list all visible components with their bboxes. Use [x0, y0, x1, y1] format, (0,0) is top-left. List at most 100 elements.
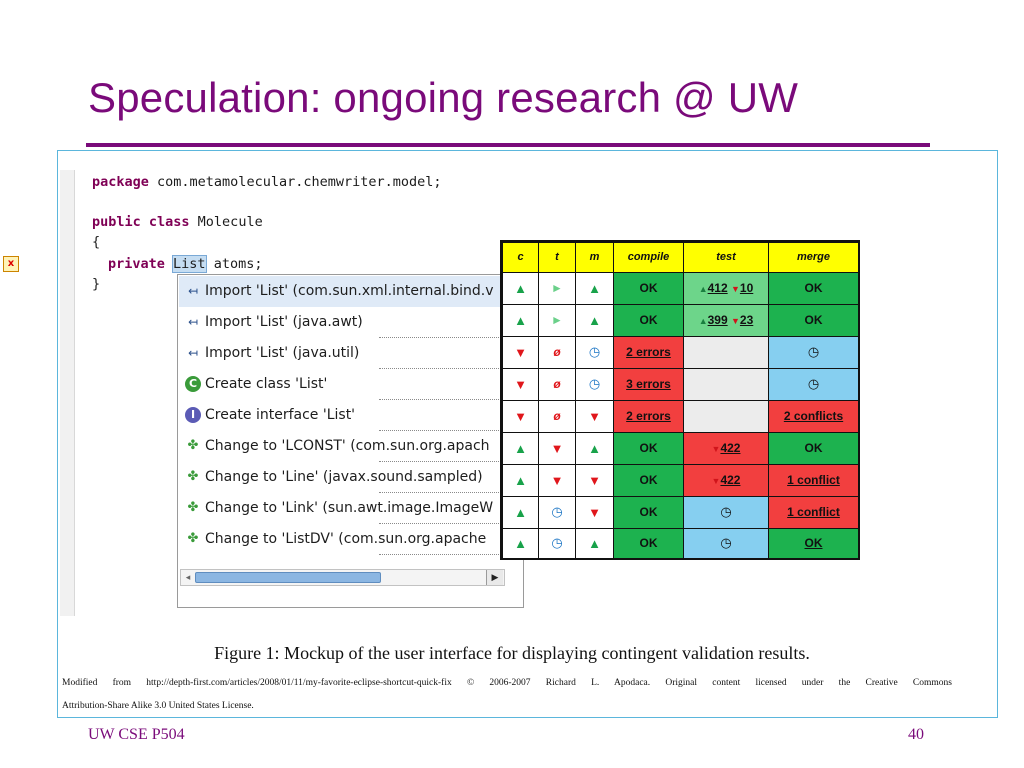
quick-fix-item[interactable]: I Create interface 'List' [179, 400, 501, 431]
item-divider [379, 554, 501, 555]
quick-fix-item[interactable]: ↤ Import 'List' (com.sun.xml.internal.bin… [179, 276, 501, 307]
merge-status-cell: OK [769, 433, 858, 464]
horizontal-scrollbar[interactable]: ◂ ▶ [180, 569, 505, 586]
merge-status-cell[interactable]: OK [769, 529, 858, 558]
compile-status-cell: OK [614, 529, 683, 558]
validation-status-table: c t m compile test merge ▲ ► ▲ OK ▲412 ▼… [500, 240, 860, 560]
test-status-cell[interactable]: ▲412 ▼10 [684, 273, 768, 304]
scroll-left-icon[interactable]: ◂ [185, 572, 191, 582]
item-divider [379, 492, 501, 493]
figure-credit-line-2: Attribution-Share Alike 3.0 United State… [62, 701, 254, 711]
tests-failed-icon: ▼ [731, 316, 740, 326]
test-status-cell [684, 337, 768, 368]
quick-fix-label: Change to 'Link' (sun.awt.image.ImageW [205, 500, 494, 516]
item-divider [379, 368, 501, 369]
compile-status-cell[interactable]: 3 errors [614, 369, 683, 400]
compile-status-cell: OK [614, 305, 683, 336]
import-icon: ↤ [187, 346, 199, 360]
column-header-compile: compile [614, 243, 683, 272]
compile-status-cell[interactable]: 2 errors [614, 401, 683, 432]
slide-number: 40 [908, 726, 924, 743]
test-status-cell[interactable]: ▼422 [684, 433, 768, 464]
quick-fix-label: Import 'List' (java.util) [205, 345, 360, 361]
item-divider [379, 523, 501, 524]
selected-type-name[interactable]: List [172, 255, 207, 273]
column-header-merge: merge [769, 243, 858, 272]
t-status-cell: ø [539, 401, 575, 432]
column-header-c: c [503, 243, 538, 272]
quick-fix-item[interactable]: ✤ Change to 'Link' (sun.awt.image.ImageW [179, 493, 501, 524]
t-status-cell: ▼ [539, 465, 575, 496]
quick-fix-label: Change to 'ListDV' (com.sun.org.apache [205, 531, 487, 547]
test-status-cell[interactable]: ▲399 ▼23 [684, 305, 768, 336]
m-status-cell: ▲ [576, 305, 613, 336]
item-divider [379, 337, 501, 338]
course-footer: UW CSE P504 [88, 726, 185, 743]
create-class-icon: C [185, 376, 201, 392]
c-status-cell: ▼ [503, 369, 538, 400]
column-header-m: m [576, 243, 613, 272]
tests-failed-count[interactable]: 422 [720, 473, 741, 487]
m-status-cell: ▲ [576, 273, 613, 304]
c-status-cell: ▲ [503, 433, 538, 464]
tests-passed-count[interactable]: 412 [707, 281, 728, 295]
quick-fix-error-icon[interactable]: x [3, 256, 19, 272]
item-divider [379, 430, 501, 431]
code-text: com.metamolecular.chemwriter.model; [148, 174, 442, 190]
figure-caption: Figure 1: Mockup of the user interface f… [214, 643, 810, 663]
pending-clock-icon: ◷ [684, 497, 768, 528]
code-line-class: public class Molecule [92, 212, 263, 232]
code-line-field: private List atoms; [108, 254, 262, 274]
c-status-cell: ▼ [503, 337, 538, 368]
tests-failed-icon: ▼ [711, 476, 721, 486]
c-status-cell: ▲ [503, 465, 538, 496]
c-status-cell: ▲ [503, 529, 538, 558]
tests-failed-count[interactable]: 422 [720, 441, 741, 455]
create-interface-icon: I [185, 407, 201, 423]
quick-fix-label: Create class 'List' [205, 376, 328, 392]
merge-status-cell: OK [769, 305, 858, 336]
quick-fix-item[interactable]: ✤ Change to 'Line' (javax.sound.sampled) [179, 462, 501, 493]
compile-status-cell: OK [614, 433, 683, 464]
keyword: package [92, 174, 149, 190]
compile-status-cell: OK [614, 497, 683, 528]
compile-status-cell[interactable]: 2 errors [614, 337, 683, 368]
test-status-cell [684, 369, 768, 400]
merge-status-cell[interactable]: 1 conflict [769, 497, 858, 528]
column-header-t: t [539, 243, 575, 272]
test-status-cell[interactable]: ▼422 [684, 465, 768, 496]
quick-fix-item[interactable]: ↤ Import 'List' (java.awt) [179, 307, 501, 338]
merge-status-cell[interactable]: 1 conflict [769, 465, 858, 496]
code-line-open-brace: { [92, 234, 101, 250]
tests-failed-count[interactable]: 10 [739, 281, 754, 295]
c-status-cell: ▲ [503, 497, 538, 528]
pending-clock-icon: ◷ [539, 497, 575, 528]
quick-fix-item[interactable]: ↤ Import 'List' (java.util) [179, 338, 501, 369]
item-divider [379, 461, 501, 462]
quick-fix-label: Change to 'LCONST' (com.sun.org.apach [205, 438, 490, 454]
quick-fix-item[interactable]: ✤ Change to 'ListDV' (com.sun.org.apache [179, 524, 501, 555]
c-status-cell: ▲ [503, 305, 538, 336]
pending-clock-icon: ◷ [576, 337, 613, 368]
change-icon: ✤ [187, 469, 199, 484]
tests-passed-icon: ▲ [698, 284, 708, 294]
change-icon: ✤ [187, 500, 199, 515]
slide-title: Speculation: ongoing research @ UW [88, 74, 799, 121]
pending-clock-icon: ◷ [769, 369, 858, 400]
code-line-close-brace: } [92, 276, 101, 292]
tests-passed-count[interactable]: 399 [707, 313, 728, 327]
pending-clock-icon: ◷ [576, 369, 613, 400]
t-status-cell: ø [539, 337, 575, 368]
merge-status-cell[interactable]: 2 conflicts [769, 401, 858, 432]
item-divider [379, 399, 501, 400]
change-icon: ✤ [187, 531, 199, 546]
quick-fix-label: Create interface 'List' [205, 407, 356, 423]
import-icon: ↤ [187, 284, 199, 298]
quick-fix-label: Import 'List' (com.sun.xml.internal.bind… [205, 283, 494, 299]
scrollbar-thumb[interactable] [195, 572, 381, 583]
tests-failed-icon: ▼ [711, 444, 721, 454]
quick-fix-item[interactable]: C Create class 'List' [179, 369, 501, 400]
quick-fix-item[interactable]: ✤ Change to 'LCONST' (com.sun.org.apach [179, 431, 501, 462]
scroll-right-icon[interactable]: ▶ [486, 570, 503, 585]
tests-failed-count[interactable]: 23 [739, 313, 754, 327]
